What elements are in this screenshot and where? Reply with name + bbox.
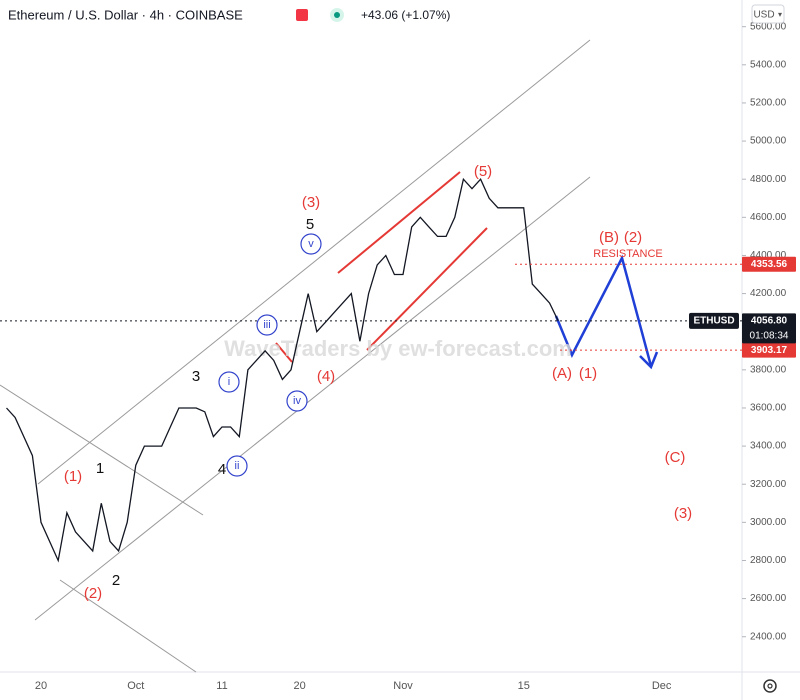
price-tag	[742, 342, 796, 358]
x-tick-label: 20	[293, 680, 305, 692]
wave-label: ii	[235, 460, 240, 472]
trend-lines	[0, 39, 591, 673]
y-tick-label: 3400.00	[750, 441, 787, 452]
wedge-lower	[366, 227, 488, 351]
wave-label: RESISTANCE	[593, 248, 662, 260]
y-tick-label: 2400.00	[750, 631, 787, 642]
y-tick-label: 5600.00	[750, 21, 787, 32]
price-tag	[742, 256, 796, 272]
y-tick-label: 5200.00	[750, 98, 787, 109]
wave-label: (B)	[599, 229, 619, 246]
y-tick-label: 4800.00	[750, 174, 787, 185]
wedge-small	[275, 342, 293, 363]
projection	[554, 254, 659, 370]
x-tick-label: 15	[518, 680, 530, 692]
wave-label: 3	[192, 368, 200, 385]
wave-label: 5	[306, 216, 314, 233]
price-tag-label: 4056.80	[751, 316, 788, 327]
wave-label: iii	[263, 319, 270, 331]
channel-upper	[37, 39, 591, 485]
x-tick-label: Oct	[127, 680, 144, 692]
wave-circle	[218, 371, 240, 393]
price-tag-label: 4353.56	[751, 259, 788, 270]
wedge-upper	[337, 171, 461, 274]
projection-arrowhead	[639, 351, 659, 370]
y-tick-label: 3200.00	[750, 479, 787, 490]
wave-label: (A)	[552, 365, 572, 382]
x-tick-label: 11	[216, 680, 227, 692]
gear-ring[interactable]	[763, 679, 777, 693]
channel-lower	[34, 176, 591, 621]
wave-label: (1)	[64, 468, 82, 485]
wave-label: i	[228, 376, 230, 388]
wave-label: (3)	[674, 505, 692, 522]
y-tick-label: 3600.00	[750, 403, 787, 414]
y-tick-label: 5000.00	[750, 136, 787, 147]
wave-circle	[300, 233, 322, 255]
currency-caret[interactable]: ▾	[778, 10, 782, 19]
chart-title: Ethereum / U.S. Dollar · 4h · COINBASE	[8, 7, 243, 22]
market-dot	[334, 12, 340, 18]
symbol-tag	[689, 312, 739, 329]
watermark: WaveTraders by ew-forecast.com	[224, 336, 572, 361]
y-tick-label: 3800.00	[750, 364, 787, 375]
wave-label: 2	[112, 572, 120, 589]
wave-circle	[286, 390, 308, 412]
y-tick-label: 3000.00	[750, 517, 787, 528]
wave-label: iv	[293, 395, 301, 407]
wave-circle	[256, 314, 278, 336]
wave-circle	[226, 455, 248, 477]
wave-label: (4)	[317, 368, 335, 385]
wave-label: (2)	[84, 585, 102, 602]
symbol-label: ETHUSD	[693, 316, 734, 327]
price-tag	[742, 313, 796, 344]
wave-label: v	[308, 238, 314, 250]
wave-label: (1)	[579, 365, 597, 382]
gear-hub[interactable]	[767, 683, 773, 689]
descending-line	[0, 384, 204, 516]
x-tick-label: Nov	[393, 680, 413, 692]
settings-icon[interactable]	[763, 679, 777, 693]
wave-label: (2)	[624, 229, 642, 246]
plot: 2400.00 2600.00 2800.00 3000.00 3200.00 3400.…	[0, 21, 796, 692]
wave-label: 1	[96, 460, 104, 477]
price-change: +43.06 (+1.07%)	[361, 8, 450, 22]
currency-box[interactable]	[751, 4, 785, 24]
projection-path	[554, 254, 653, 367]
wedge-lines	[275, 171, 488, 363]
y-tick-label: 2600.00	[750, 593, 787, 604]
y-tick-label: 4200.00	[750, 288, 787, 299]
wave-label: (3)	[302, 194, 320, 211]
wave-label: (5)	[474, 163, 492, 180]
y-tick-label: 5400.00	[750, 59, 787, 70]
status-icon	[296, 9, 308, 21]
descending-line	[59, 579, 197, 673]
currency[interactable]: USD	[753, 10, 774, 21]
x-tick-label: Dec	[652, 680, 672, 692]
price-line	[6, 177, 559, 563]
y-tick-label: 2800.00	[750, 555, 787, 566]
x-tick-label: 20	[35, 680, 47, 692]
y-tick-label: 4600.00	[750, 212, 787, 223]
wave-label: (C)	[665, 449, 686, 466]
y-tick-label: 4400.00	[750, 250, 787, 261]
price-tag-label: 3903.17	[751, 345, 788, 356]
countdown: 01:08:34	[750, 331, 789, 342]
wave-label: 4	[218, 461, 226, 478]
